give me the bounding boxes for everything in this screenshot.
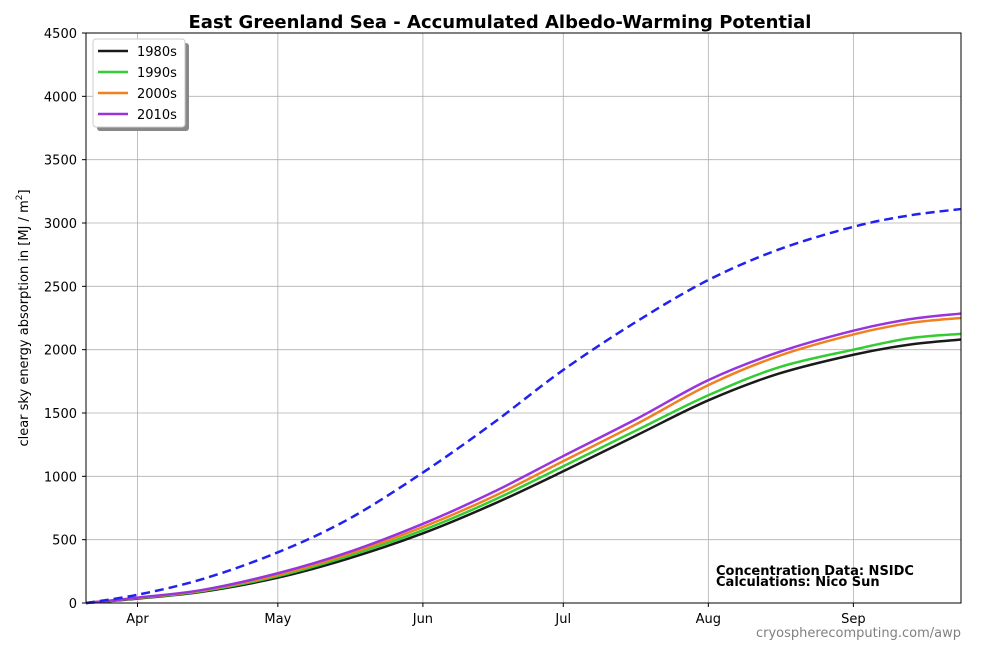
y-tick-label: 0 <box>69 597 77 612</box>
series-line-1990s <box>85 332 962 605</box>
x-tick-label: Sep <box>841 612 866 627</box>
annotation-calculations: Calculations: Nico Sun <box>716 575 880 590</box>
y-tick-label: 2500 <box>44 280 77 295</box>
series-line-2010s <box>85 312 962 605</box>
y-tick-label: 1000 <box>44 470 77 485</box>
legend: 1980s 1990s 2000s 2010s <box>92 38 189 131</box>
x-tick-label: Apr <box>126 612 149 627</box>
legend-label-2010s: 2010s <box>137 108 177 123</box>
grid-lines <box>86 32 961 604</box>
x-tick-label: Jun <box>412 612 433 627</box>
chart-title: East Greenland Sea - Accumulated Albedo-… <box>189 12 812 33</box>
y-axis-label-superscript: 2 <box>15 195 25 201</box>
y-axis-label: clear sky energy absorption in [MJ / m2] <box>15 189 32 446</box>
y-tick-label: 4500 <box>44 27 77 42</box>
legend-box <box>92 38 186 128</box>
plot-frame <box>85 32 962 604</box>
y-tick-label: 1500 <box>44 407 77 422</box>
annotation-concentration: Concentration Data: NSIDC <box>716 564 914 579</box>
watermark-url: cryospherecomputing.com/awp <box>756 626 961 641</box>
x-axis-ticks: Apr May Jun Jul Aug Sep <box>126 603 866 627</box>
series-line-dashed <box>85 207 962 605</box>
legend-label-1990s: 1990s <box>137 66 177 81</box>
x-tick-label: Jul <box>554 612 571 627</box>
y-tick-label: 4000 <box>44 90 77 105</box>
x-tick-label: Aug <box>696 612 721 627</box>
y-axis-label-main: clear sky energy absorption in [MJ / m <box>17 200 32 446</box>
series-lines <box>85 207 962 605</box>
y-tick-label: 500 <box>52 534 77 549</box>
y-tick-label: 3000 <box>44 217 77 232</box>
legend-label-1980s: 1980s <box>137 45 177 60</box>
y-tick-label: 2000 <box>44 344 77 359</box>
y-axis-label-close: ] <box>17 189 32 194</box>
y-axis-ticks: 0 500 1000 1500 2000 2500 3000 3500 4000 4500 <box>44 27 86 612</box>
legend-label-2000s: 2000s <box>137 87 177 102</box>
y-tick-label: 3500 <box>44 154 77 169</box>
x-tick-label: May <box>264 612 291 627</box>
